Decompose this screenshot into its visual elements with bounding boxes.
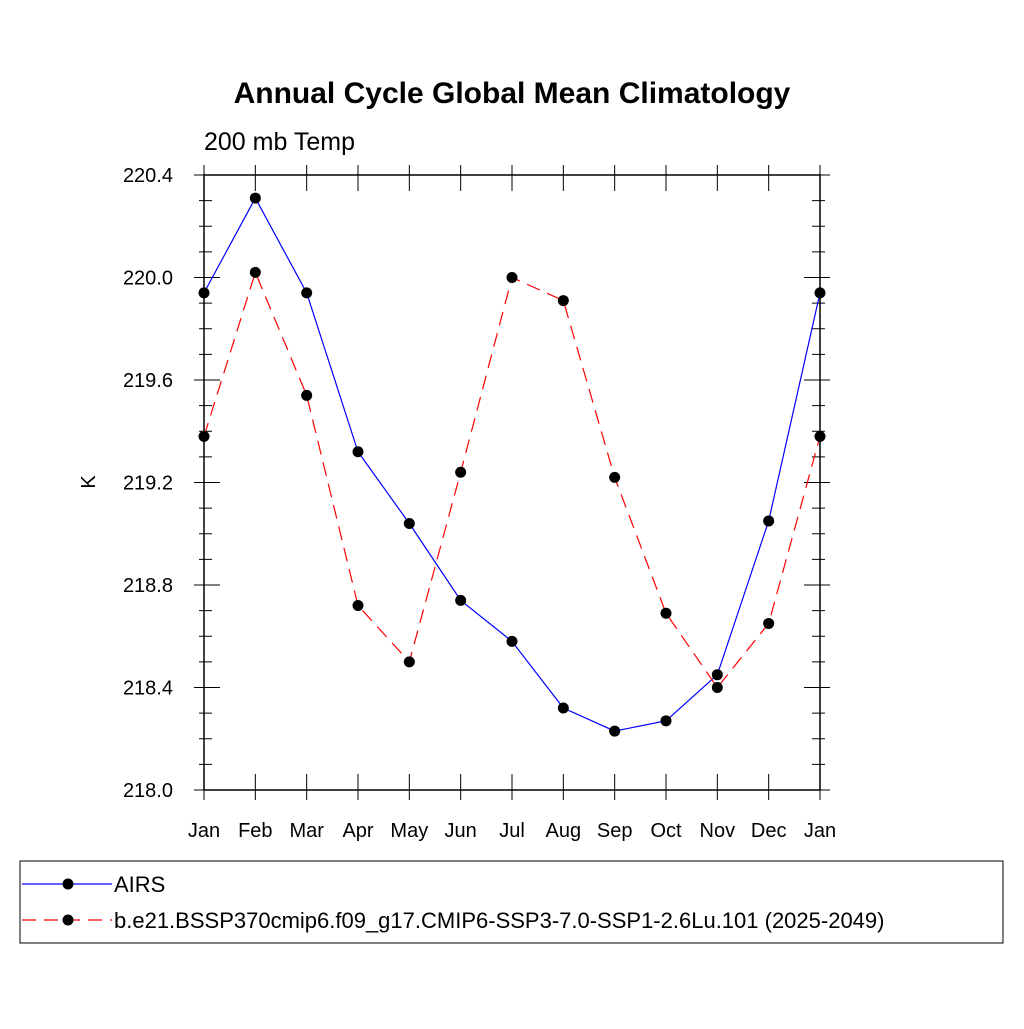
x-tick-label: Mar	[289, 820, 324, 842]
x-tick-label: Dec	[751, 820, 787, 842]
x-tick-label: Nov	[700, 820, 736, 842]
y-tick-label: 218.8	[123, 575, 173, 597]
data-point-series-1	[557, 702, 569, 714]
series-group	[198, 192, 826, 737]
data-point-series-1	[352, 446, 364, 458]
x-tick-label: Feb	[238, 820, 272, 842]
data-point-series-1	[506, 635, 518, 647]
x-tick-label: Sep	[597, 820, 633, 842]
data-point-series-1	[711, 669, 723, 681]
y-axis-label: K	[78, 475, 100, 489]
tick-labels: Jan Feb Mar Apr May Jun Jul Aug Sep Oct Nov Dec Jan 2…	[123, 165, 836, 842]
data-point-series-2	[763, 617, 775, 629]
data-point-series-2	[352, 600, 364, 611]
x-tick-label: May	[390, 820, 428, 842]
data-point-series-2	[403, 656, 415, 668]
data-point-series-2	[557, 295, 569, 307]
legend-marker-1	[62, 878, 74, 890]
data-point-series-2	[711, 682, 723, 693]
data-point-series-2	[301, 389, 313, 401]
chart-title: Annual Cycle Global Mean Climatology	[234, 77, 791, 110]
data-point-series-1	[609, 725, 621, 737]
data-point-series-1	[403, 518, 415, 529]
data-point-series-2	[506, 272, 518, 283]
series-line-2	[203, 270, 821, 689]
x-tick-label: Jan	[188, 820, 220, 842]
x-tick-label: Jun	[445, 820, 477, 842]
legend-label-2: b.e21.BSSP370cmip6.f09_g17.CMIP6-SSP3-7.…	[114, 908, 884, 933]
data-point-series-1	[455, 594, 467, 606]
data-point-series-1	[249, 192, 261, 204]
legend-label-1: AIRS	[114, 872, 165, 897]
x-tick-label: Jul	[499, 820, 525, 842]
x-tick-label: Aug	[546, 820, 582, 842]
data-point-series-1	[763, 515, 775, 527]
data-point-series-2	[609, 471, 621, 483]
y-tick-label: 218.4	[123, 678, 173, 700]
legend: AIRS b.e21.BSSP370cmip6.f09_g17.CMIP6-SSP…	[19, 860, 1004, 944]
data-point-series-2	[455, 466, 467, 478]
y-tick-label: 218.0	[123, 780, 173, 802]
data-point-series-1	[660, 715, 672, 727]
y-tick-label: 220.0	[123, 268, 173, 290]
y-tick-label: 219.6	[123, 370, 173, 392]
chart-subtitle: 200 mb Temp	[204, 128, 355, 156]
y-tick-label: 220.4	[123, 165, 173, 187]
y-tick-label: 219.2	[123, 473, 173, 495]
x-tick-label: Oct	[650, 820, 682, 842]
data-point-series-2	[660, 607, 672, 619]
x-tick-label: Apr	[342, 820, 373, 842]
x-tick-label: Jan	[804, 820, 836, 842]
data-point-series-2	[249, 266, 261, 278]
legend-marker-2	[62, 914, 74, 926]
plot-frame	[203, 174, 821, 791]
data-point-series-1	[301, 287, 313, 299]
legend-box	[19, 860, 1004, 944]
